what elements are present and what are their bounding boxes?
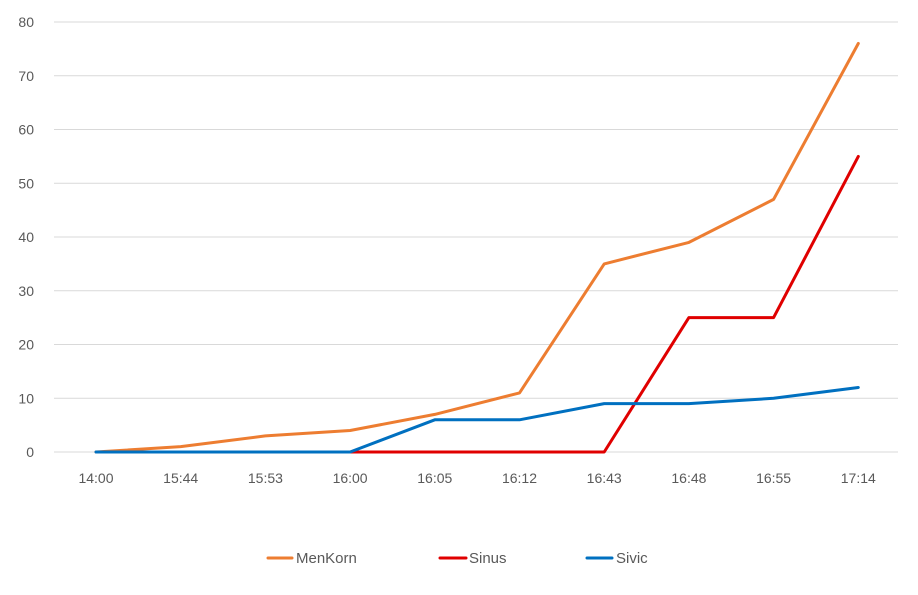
x-axis-ticks: 14:00 15:44 15:53 16:00 16:05 16:12 16:43 16:48… (78, 470, 876, 486)
legend-item-sivic: Sivic (585, 550, 648, 567)
y-tick-label: 30 (18, 283, 34, 299)
series-line-sinus (348, 154, 860, 454)
x-tick-label: 16:00 (333, 470, 368, 486)
y-tick-label: 40 (18, 229, 34, 245)
series-lines (94, 42, 860, 454)
y-tick-label: 50 (18, 175, 34, 191)
x-tick-label: 17:14 (841, 470, 876, 486)
legend-label: MenKorn (296, 550, 357, 567)
x-tick-label: 15:53 (248, 470, 283, 486)
y-tick-label: 80 (18, 14, 34, 30)
series-line-menkorn (94, 42, 860, 454)
gridlines (54, 21, 898, 453)
series-line-sivic (94, 386, 860, 454)
legend-label: Sivic (616, 550, 648, 567)
x-tick-label: 16:05 (417, 470, 452, 486)
y-tick-label: 10 (18, 390, 34, 406)
legend-label: Sinus (469, 550, 507, 567)
x-tick-label: 16:48 (671, 470, 706, 486)
x-tick-label: 15:44 (163, 470, 198, 486)
legend-item-sinus: Sinus (438, 550, 507, 567)
x-tick-label: 16:55 (756, 470, 791, 486)
x-tick-label: 16:43 (587, 470, 622, 486)
y-tick-label: 20 (18, 337, 34, 353)
x-tick-label: 16:12 (502, 470, 537, 486)
legend: MenKorn Sinus Sivic (266, 550, 648, 567)
y-axis-ticks: 0 10 20 30 40 50 60 70 80 (18, 14, 34, 460)
y-tick-label: 0 (26, 444, 34, 460)
y-tick-label: 70 (18, 68, 34, 84)
legend-item-menkorn: MenKorn (266, 550, 357, 567)
y-tick-label: 60 (18, 122, 34, 138)
x-tick-label: 14:00 (78, 470, 113, 486)
